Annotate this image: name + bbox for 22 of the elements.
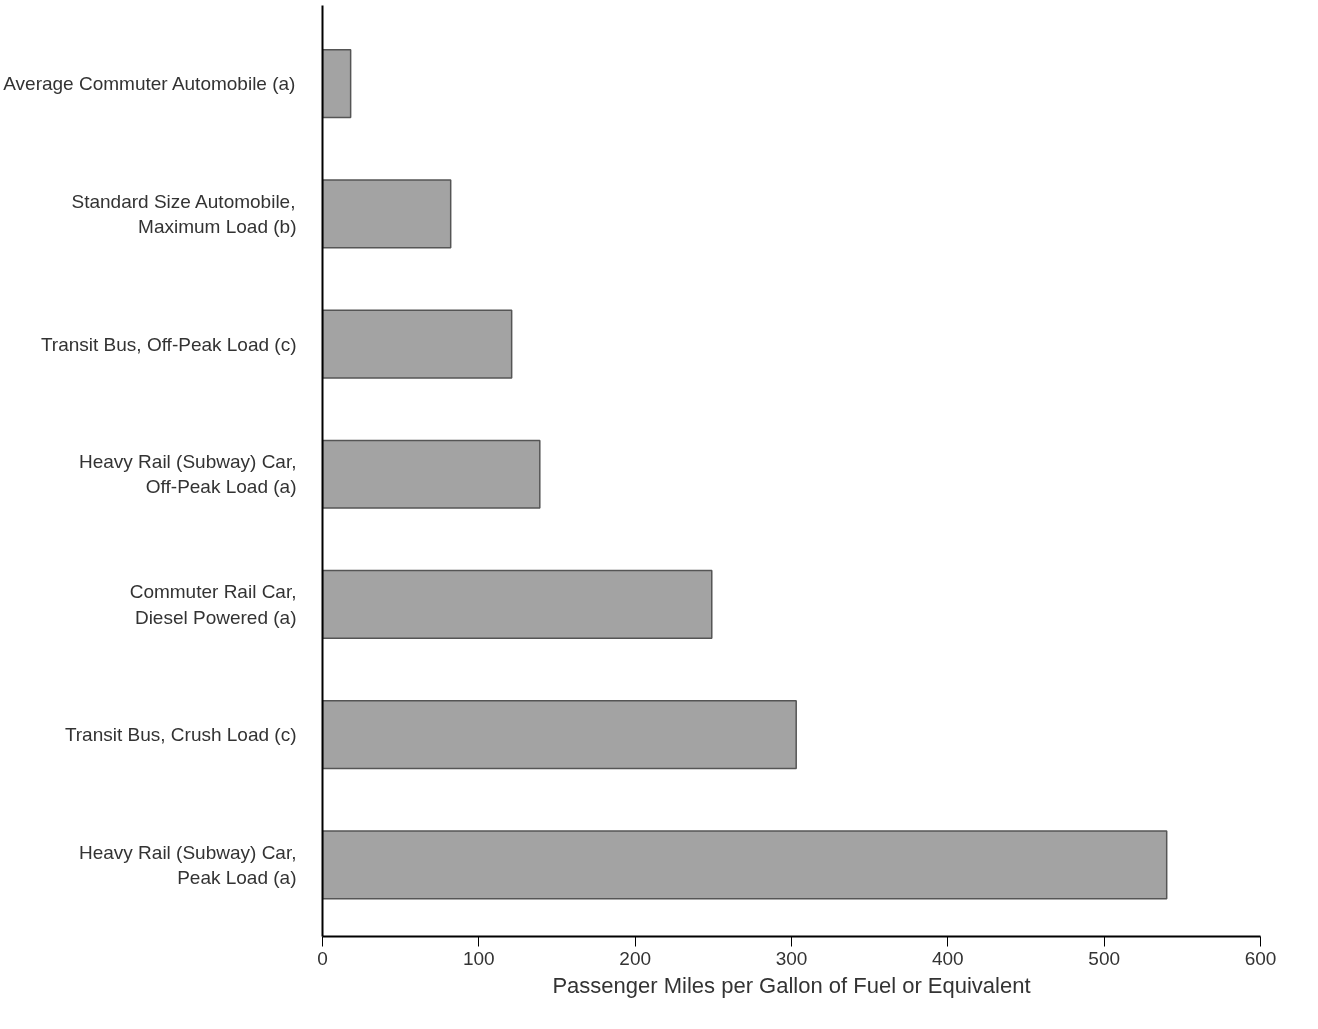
y-tick-label: Standard Size Automobile, Maximum Load (b) [71, 190, 297, 237]
y-tick-label: Heavy Rail (Subway) Car, Off-Peak Load (a) [78, 451, 297, 498]
y-tick-label: Average Commuter Automobile (a) [3, 73, 296, 95]
x-tick-label: 400 [931, 947, 964, 969]
y-tick-label: Commuter Rail Car, Diesel Powered (a) [129, 581, 297, 628]
x-tick-label: 300 [775, 947, 808, 969]
bar [322, 700, 797, 770]
y-tick-label: Transit Bus, Off-Peak Load (c) [40, 333, 297, 355]
x-tick-label: 100 [462, 947, 495, 969]
bar [322, 179, 452, 249]
bar [322, 830, 1168, 900]
bar [322, 309, 513, 379]
bar [322, 439, 541, 509]
bar [322, 569, 713, 640]
x-tick-label: 500 [1088, 947, 1121, 969]
x-tick-label: 0 [317, 947, 328, 969]
y-tick-label: Heavy Rail (Subway) Car, Peak Load (a) [78, 841, 297, 888]
bar [322, 49, 352, 119]
x-tick-label: 600 [1244, 947, 1277, 969]
x-tick-label: 200 [619, 947, 652, 969]
x-axis-title: Passenger Miles per Gallon of Fuel or Equivalent [552, 972, 1031, 998]
y-tick-label: Transit Bus, Crush Load (c) [64, 724, 297, 746]
